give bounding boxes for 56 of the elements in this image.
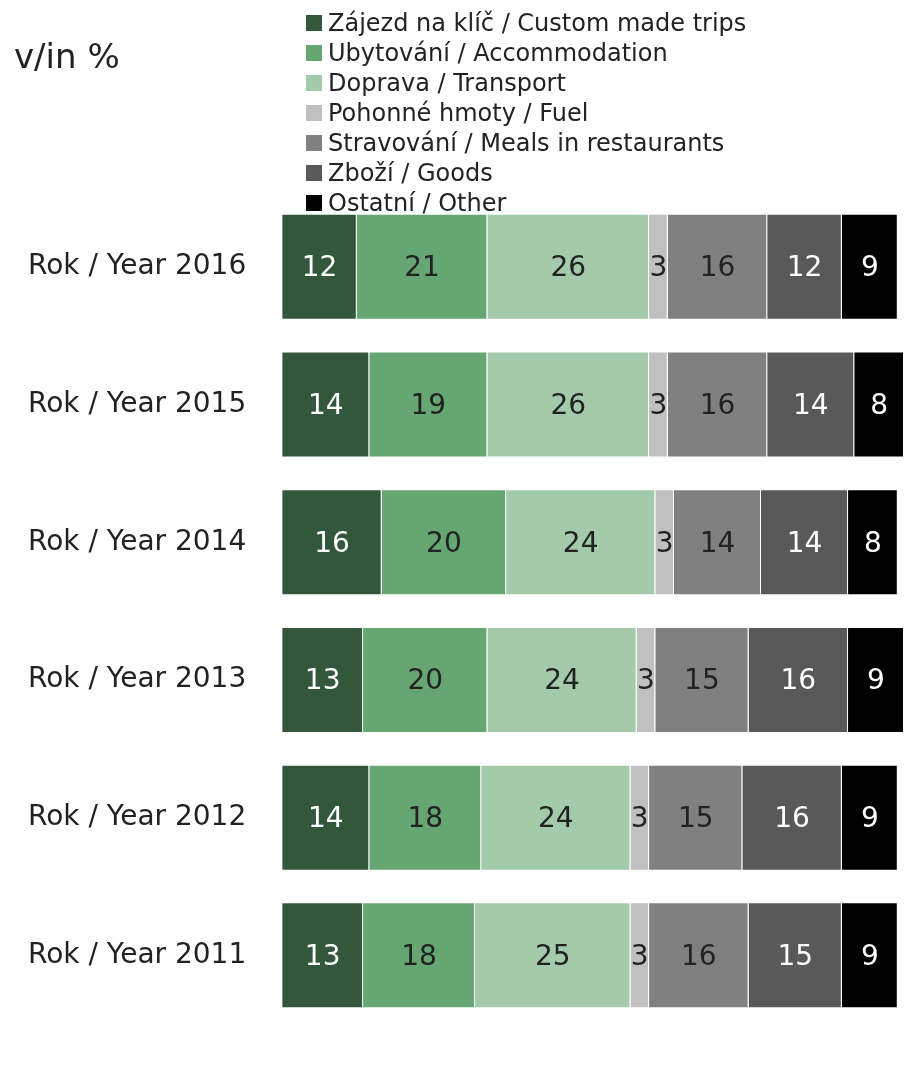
data-label: 3 (630, 938, 649, 972)
data-label: 9 (867, 663, 885, 697)
data-label: 13 (304, 663, 341, 697)
data-label: 3 (649, 387, 668, 421)
legend-label: Ostatní / Other (328, 188, 507, 218)
data-label: 16 (699, 387, 736, 421)
chart-title: v/in % (14, 36, 120, 76)
data-label: 9 (860, 800, 879, 834)
data-label: 16 (780, 663, 817, 697)
y-tick-label: Rok / Year 2014 (28, 523, 247, 557)
data-label: 20 (407, 663, 444, 697)
data-label: 18 (407, 800, 444, 834)
data-label: 14 (307, 387, 344, 421)
data-label: 15 (777, 938, 814, 972)
data-label: 3 (630, 800, 649, 834)
data-label: 25 (534, 938, 571, 972)
data-label: 8 (864, 525, 882, 559)
y-tick-label: Rok / Year 2016 (28, 248, 247, 282)
data-label: 12 (301, 250, 338, 284)
data-label: 26 (550, 387, 587, 421)
data-label: 3 (649, 250, 668, 284)
data-label: 14 (792, 387, 829, 421)
data-label: 16 (699, 250, 736, 284)
data-label: 14 (307, 800, 344, 834)
legend-label: Doprava / Transport (328, 68, 566, 98)
legend-label: Pohonné hmoty / Fuel (328, 98, 589, 128)
data-label: 15 (684, 663, 720, 697)
y-tick-label: Rok / Year 2013 (28, 661, 247, 695)
legend-label: Zboží / Goods (328, 158, 493, 188)
data-label: 21 (404, 250, 440, 284)
y-tick-label: Rok / Year 2011 (28, 936, 247, 970)
data-label: 19 (410, 387, 447, 421)
data-label: 9 (860, 938, 879, 972)
data-label: 14 (699, 525, 736, 559)
data-label: 16 (774, 800, 810, 834)
data-label: 24 (537, 800, 574, 834)
data-label: 24 (544, 663, 580, 697)
data-label: 12 (786, 250, 823, 284)
data-label: 16 (314, 525, 350, 559)
data-label: 20 (426, 525, 462, 559)
data-label: 24 (562, 525, 599, 559)
data-label: 16 (680, 938, 717, 972)
data-label: 3 (637, 663, 655, 697)
y-tick-label: Rok / Year 2012 (28, 798, 247, 832)
data-label: 14 (786, 525, 823, 559)
legend-label: Stravování / Meals in restaurants (328, 128, 725, 158)
data-label: 3 (655, 525, 674, 559)
legend-label: Zájezd na klíč / Custom made trips (328, 8, 747, 38)
legend-label: Ubytování / Accommodation (328, 38, 668, 68)
y-tick-label: Rok / Year 2015 (28, 385, 247, 419)
data-label: 15 (677, 800, 714, 834)
data-label: 18 (401, 938, 437, 972)
data-label: 9 (860, 250, 879, 284)
data-label: 26 (550, 250, 587, 284)
data-label: 8 (870, 387, 889, 421)
data-label: 13 (304, 938, 341, 972)
